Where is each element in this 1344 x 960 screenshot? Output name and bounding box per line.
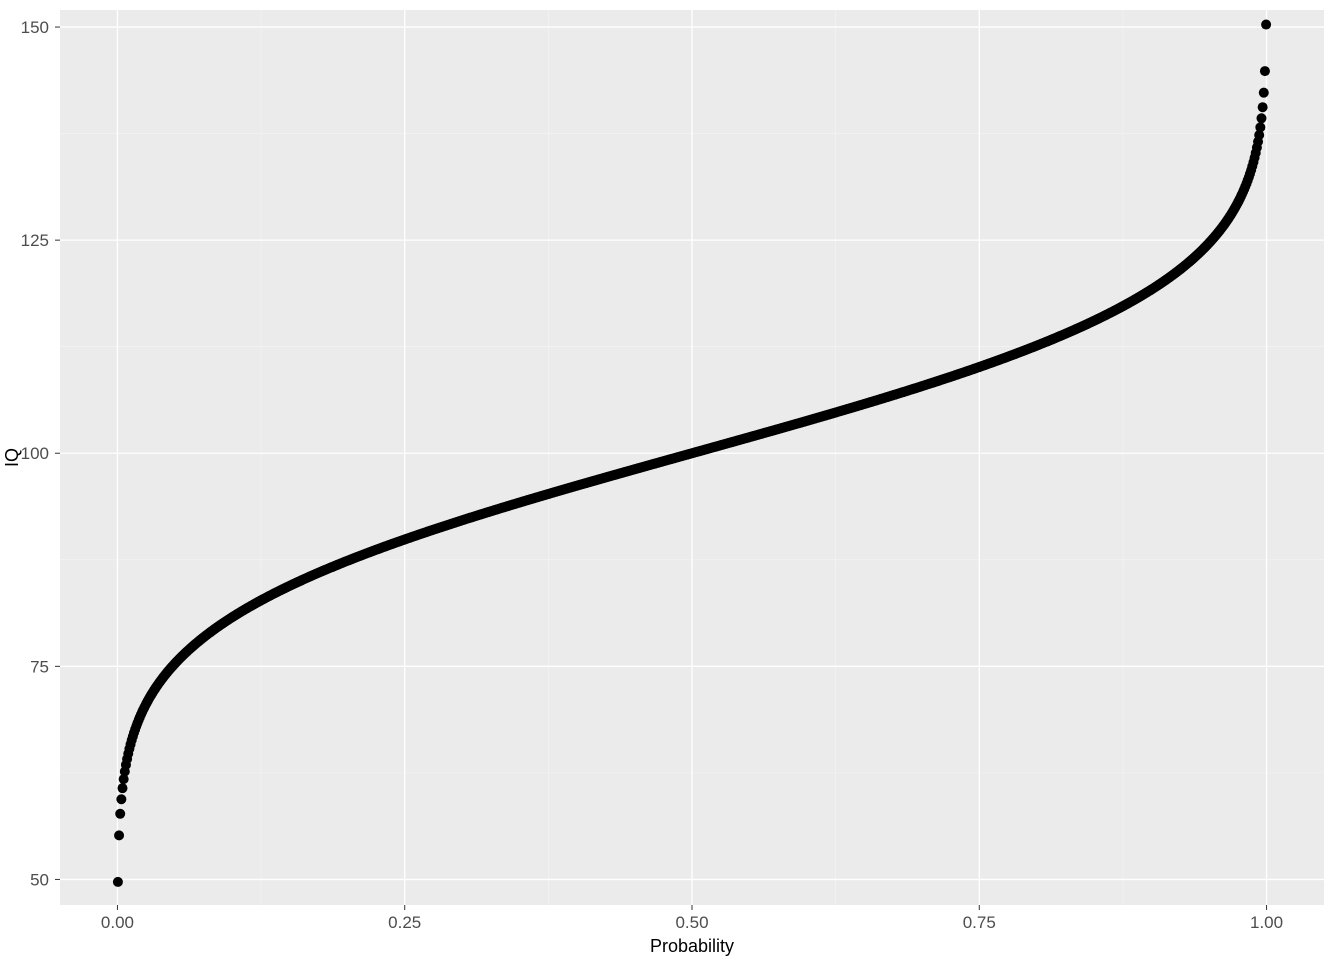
x-tick-label: 0.75 (963, 913, 996, 932)
x-tick-label: 0.50 (675, 913, 708, 932)
x-axis-title: Probability (650, 936, 734, 956)
chart-container: 0.00 0.25 0.50 0.75 1.00 Probability 50 75 100 12… (0, 0, 1344, 960)
y-axis-title: IQ (2, 448, 22, 467)
y-tick-label: 150 (21, 18, 49, 37)
y-tick-label: 125 (21, 231, 49, 250)
scatter-chart: 0.00 0.25 0.50 0.75 1.00 Probability 50 75 100 12… (0, 0, 1344, 960)
y-tick-label: 75 (30, 657, 49, 676)
x-tick-label: 0.25 (388, 913, 421, 932)
y-tick-label: 100 (21, 444, 49, 463)
x-tick-label: 1.00 (1250, 913, 1283, 932)
y-tick-label: 50 (30, 870, 49, 889)
x-tick-label: 0.00 (101, 913, 134, 932)
